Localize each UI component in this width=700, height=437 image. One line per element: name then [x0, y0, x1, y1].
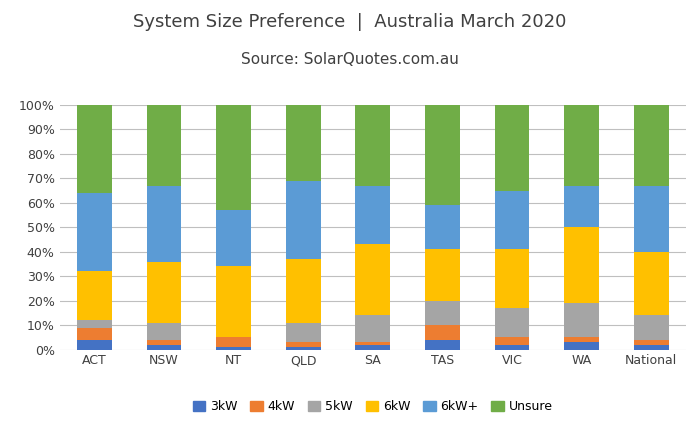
Bar: [216, 267, 251, 337]
Bar: [425, 249, 460, 301]
Bar: [216, 105, 251, 210]
Bar: [216, 337, 251, 347]
Bar: [356, 342, 390, 345]
Bar: [146, 323, 181, 340]
Bar: [634, 340, 668, 345]
Bar: [146, 345, 181, 350]
Text: System Size Preference  |  Australia March 2020: System Size Preference | Australia March…: [133, 13, 567, 31]
Bar: [425, 325, 460, 340]
Bar: [564, 337, 599, 342]
Bar: [495, 308, 529, 337]
Bar: [77, 320, 112, 328]
Bar: [634, 252, 668, 316]
Bar: [77, 105, 112, 193]
Bar: [286, 342, 321, 347]
Bar: [564, 227, 599, 303]
Bar: [564, 303, 599, 337]
Bar: [564, 186, 599, 227]
Bar: [356, 105, 390, 186]
Bar: [146, 261, 181, 323]
Bar: [634, 105, 668, 186]
Text: Source: SolarQuotes.com.au: Source: SolarQuotes.com.au: [241, 52, 459, 67]
Bar: [634, 345, 668, 350]
Bar: [356, 316, 390, 342]
Bar: [425, 205, 460, 249]
Bar: [146, 186, 181, 261]
Bar: [564, 342, 599, 350]
Bar: [216, 210, 251, 267]
Bar: [634, 186, 668, 252]
Bar: [425, 301, 460, 325]
Bar: [634, 316, 668, 340]
Bar: [495, 105, 529, 191]
Bar: [216, 347, 251, 350]
Bar: [286, 323, 321, 342]
Bar: [495, 249, 529, 308]
Bar: [77, 340, 112, 350]
Bar: [77, 328, 112, 340]
Bar: [425, 340, 460, 350]
Bar: [356, 345, 390, 350]
Bar: [286, 105, 321, 181]
Bar: [77, 193, 112, 271]
Bar: [286, 259, 321, 323]
Bar: [286, 181, 321, 259]
Bar: [356, 244, 390, 316]
Bar: [495, 345, 529, 350]
Bar: [425, 105, 460, 205]
Bar: [356, 186, 390, 244]
Bar: [495, 337, 529, 345]
Bar: [286, 347, 321, 350]
Bar: [146, 340, 181, 345]
Bar: [146, 105, 181, 186]
Bar: [564, 105, 599, 186]
Legend: 3kW, 4kW, 5kW, 6kW, 6kW+, Unsure: 3kW, 4kW, 5kW, 6kW, 6kW+, Unsure: [188, 395, 558, 418]
Bar: [77, 271, 112, 320]
Bar: [495, 191, 529, 249]
